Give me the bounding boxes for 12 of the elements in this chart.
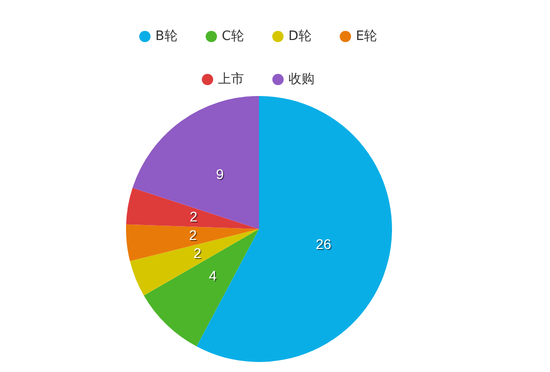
data-label: 26 xyxy=(316,236,333,253)
data-label: 2 xyxy=(190,228,198,244)
legend-label: 上市 xyxy=(218,72,244,87)
data-label: 9 xyxy=(217,167,226,184)
legend-label: B轮 xyxy=(155,28,178,44)
data-label: 2 xyxy=(190,209,199,226)
data-label: 2 xyxy=(194,246,202,262)
data-label: 4 xyxy=(210,268,218,285)
legend-label: E轮 xyxy=(356,28,378,44)
legend-label: C轮 xyxy=(222,28,244,44)
legend-label: D轮 xyxy=(288,28,312,44)
legend-label: 收购 xyxy=(288,72,314,87)
